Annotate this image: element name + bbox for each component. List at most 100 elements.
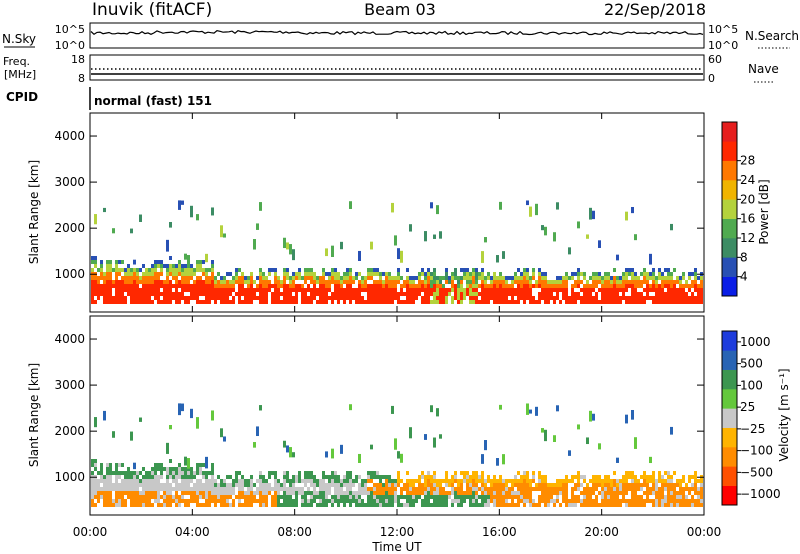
power-cell [538,272,541,276]
velocity-cell [103,503,106,507]
velocity-cell [370,475,373,479]
power-cell [94,214,97,224]
velocity-cell [343,491,346,495]
power-cell [106,284,109,288]
power-cell [358,272,361,276]
power-cell [649,296,652,300]
power-cell [139,268,142,272]
velocity-cell [481,479,484,483]
power-cell [346,280,349,284]
cpid-label: CPID [6,90,38,104]
power-cell [160,300,163,304]
power-cell [658,276,661,280]
power-cell [301,288,304,292]
power-cell [247,300,250,304]
velocity-cell [184,479,187,483]
velocity-cell [547,487,550,491]
power-cell [103,292,106,296]
power-cell [388,272,391,276]
power-cell [583,284,586,288]
power-cell [193,292,196,296]
velocity-cell [610,491,613,495]
power-tick-label: 1000 [54,267,85,281]
power-colorbar: 481216202428 [722,122,755,296]
velocity-cell [115,499,118,503]
velocity-cell [316,479,319,483]
power-cell [244,292,247,296]
power-cell [625,284,628,288]
power-cell [109,268,112,272]
velocity-cell [577,499,580,503]
velocity-cell [139,483,142,487]
velocity-cell [298,491,301,495]
velocity-cell [253,483,256,487]
power-cell [445,300,448,304]
power-cell [283,268,286,272]
velocity-cell [316,503,319,507]
velocity-cell [583,475,586,479]
power-cell [655,288,658,292]
power-cell [142,300,145,304]
velocity-cell [679,499,682,503]
velocity-cell [193,475,196,479]
velocity-cell [397,475,400,479]
velocity-cell [538,483,541,487]
velocity-cell [313,499,316,503]
power-cell [481,288,484,292]
velocity-cell [352,499,355,503]
velocity-cell [220,428,223,437]
velocity-cell [430,503,433,507]
power-cell [256,223,259,230]
power-cell [181,280,184,284]
velocity-cell [394,483,397,487]
velocity-cell [220,479,223,483]
power-cell [292,284,295,288]
power-cell [103,288,106,292]
power-cell [517,296,520,300]
velocity-cell [169,425,172,429]
velocity-cell [304,499,307,503]
power-cell [181,288,184,292]
power-cell [115,292,118,296]
velocity-cell [172,495,175,499]
power-colorbar-cell [722,277,737,297]
velocity-cell [223,499,226,503]
power-cell [223,284,226,288]
power-cell [103,300,106,304]
velocity-cell [214,495,217,499]
velocity-cell [202,475,205,479]
velocity-cell [160,483,163,487]
power-cell [490,280,493,284]
velocity-cell [472,495,475,499]
velocity-cell [259,475,262,479]
power-cell [160,284,163,288]
velocity-cell [244,483,247,487]
velocity-cell [133,475,136,479]
velocity-cell [388,475,391,479]
power-cell [250,296,253,300]
velocity-cell [118,491,121,495]
power-cell [589,300,592,304]
velocity-cell [685,483,688,487]
power-cell [532,268,535,272]
power-cell [343,292,346,296]
velocity-cell [697,487,700,491]
power-cell [103,284,106,288]
power-cell [535,280,538,284]
velocity-cell [649,475,652,479]
velocity-cell [262,503,265,507]
power-cell [550,292,553,296]
power-cell [583,288,586,292]
velocity-cell [343,483,346,487]
velocity-cell [130,503,133,507]
power-cell [397,276,400,280]
power-cell [457,288,460,292]
power-cell [430,292,433,296]
velocity-cell [502,495,505,499]
velocity-cell [238,487,241,491]
power-cell [214,300,217,304]
velocity-cell [295,495,298,499]
velocity-cell [220,483,223,487]
power-cell [334,288,337,292]
velocity-cell [97,499,100,503]
